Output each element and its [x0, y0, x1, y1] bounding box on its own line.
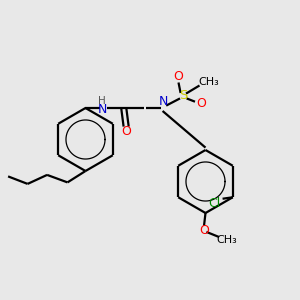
- Text: O: O: [121, 125, 131, 139]
- Text: S: S: [179, 89, 187, 102]
- Text: O: O: [196, 97, 206, 110]
- Text: N: N: [159, 95, 168, 108]
- Text: N: N: [97, 103, 107, 116]
- Text: CH₃: CH₃: [217, 235, 238, 245]
- Text: Cl: Cl: [209, 197, 221, 210]
- Text: O: O: [174, 70, 183, 83]
- Text: H: H: [98, 96, 106, 106]
- Text: O: O: [199, 224, 209, 237]
- Text: CH₃: CH₃: [198, 77, 219, 87]
